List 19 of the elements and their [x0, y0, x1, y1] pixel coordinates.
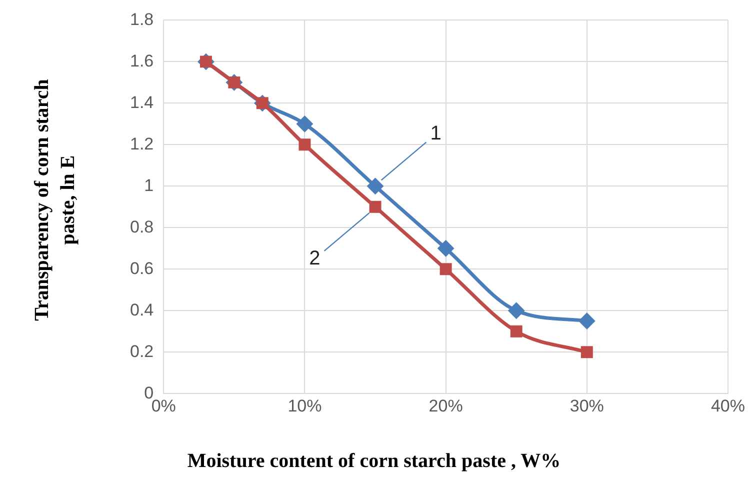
text: 2 — [309, 247, 320, 270]
y-tick-label: 0.8 — [130, 217, 154, 236]
y-axis-title: Transparency of corn starch paste, ln E — [30, 78, 80, 323]
x-tick-label: 30% — [570, 396, 604, 416]
x-tick-label: 40% — [710, 396, 746, 416]
y-tick-label: 1.4 — [130, 92, 154, 112]
y-tick-label: 0.4 — [130, 300, 154, 320]
y-tick-label: 0.6 — [130, 258, 154, 278]
x-axis-title: Moisture content of corn starch paste , W% — [186, 450, 562, 473]
x-tick-label: 0% — [151, 396, 176, 416]
y-tick-label: 1 — [144, 176, 154, 195]
text: 1 — [430, 122, 442, 145]
y-tick-label: 0 — [144, 383, 154, 402]
y-tick-label: 1.8 — [130, 10, 154, 29]
y-tick-label: 1.6 — [130, 51, 154, 70]
x-tick-label: 20% — [428, 396, 463, 416]
y-tick-label: 1.2 — [130, 134, 154, 154]
x-tick-label: 10% — [288, 396, 322, 416]
y-tick-label: 0.2 — [130, 342, 154, 361]
